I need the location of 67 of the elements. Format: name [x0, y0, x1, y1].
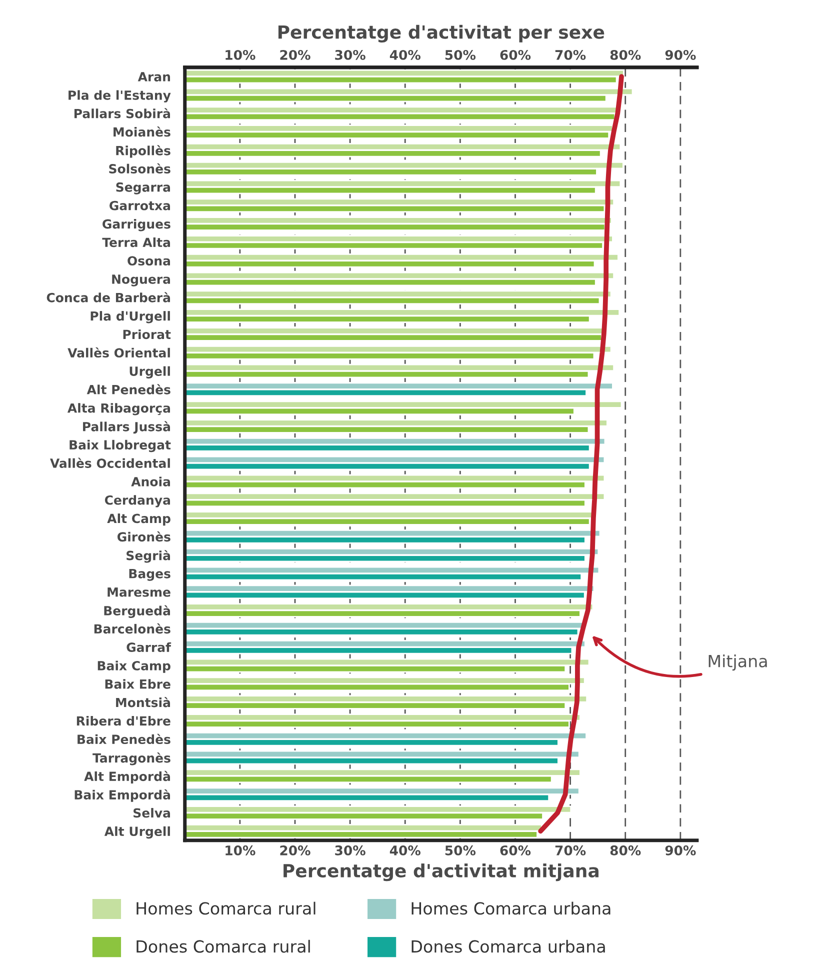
y-tick-label: Baix Penedès	[78, 734, 170, 744]
y-tick-label: Osona	[128, 256, 170, 266]
y-tick-label: Moianès	[114, 126, 170, 137]
y-tick-label: Pla d'Urgell	[90, 311, 170, 324]
x-tick-label: 30%	[335, 845, 366, 856]
y-tick-label: Cerdanya	[104, 495, 170, 508]
y-tick-label: Baix Empordà	[74, 789, 170, 802]
y-tick-label: Conca de Barberà	[46, 292, 170, 302]
y-tick-label: Garraf	[126, 642, 172, 652]
x2-tick-label: 80%	[610, 50, 641, 60]
x2-tick-label: 20%	[280, 50, 310, 60]
y-tick-label: Vallès Oriental	[68, 347, 170, 358]
x2-tick-label: 40%	[390, 50, 420, 60]
y-tick-label: Anoia	[131, 476, 170, 486]
y-tick-label: Baix Camp	[98, 660, 170, 673]
x-tick-label: 60%	[500, 845, 531, 856]
x2-tick-label: 50%	[445, 50, 476, 60]
x2-tick-label: 90%	[665, 50, 696, 60]
y-tick-label: Alta Ribagorça	[67, 403, 170, 416]
legend-label: Dones Comarca urbana	[412, 940, 605, 953]
y-tick-label: Tarragonès	[92, 752, 170, 766]
x-axis-title: Percentatge d'activitat mitjana	[284, 864, 598, 882]
x-tick-label: 70%	[555, 845, 586, 856]
x2-axis-title: Percentatge d'activitat per sexe	[278, 24, 604, 42]
x2-tick-label: 60%	[500, 50, 531, 60]
y-tick-label: Maresme	[108, 588, 170, 597]
y-tick-label: Pla de l'Estany	[68, 90, 171, 102]
y-tick-label: Pallars Jussà	[83, 421, 170, 434]
x-tick-label: 40%	[390, 845, 420, 856]
y-tick-label: Ripollès	[116, 145, 170, 158]
legend-label: Homes Comarca rural	[136, 902, 316, 915]
y-tick-label: Alt Empordà	[84, 770, 170, 784]
y-tick-label: Barcelonès	[94, 623, 170, 634]
y-tick-label: Garrotxa	[110, 200, 170, 210]
x-tick-label: 90%	[665, 845, 696, 856]
y-tick-label: Berguedà	[104, 605, 170, 618]
y-tick-label: Gironès	[117, 531, 170, 542]
x-tick-label: 80%	[610, 845, 641, 856]
x2-tick-label: 30%	[335, 50, 366, 60]
y-tick-label: Segarra	[116, 182, 170, 194]
y-tick-label: Selva	[134, 808, 170, 818]
y-tick-label: Montsià	[116, 697, 170, 708]
y-tick-label: Baix Ebre	[105, 679, 170, 689]
y-tick-label: Noguera	[112, 274, 170, 286]
y-tick-label: Terra Alta	[102, 237, 170, 248]
y-tick-label: Bages	[129, 569, 170, 581]
x-tick-label: 20%	[280, 845, 310, 856]
legend-label: Homes Comarca urbana	[412, 902, 610, 915]
legend-label: Dones Comarca rural	[136, 940, 310, 953]
y-tick-label: Alt Penedès	[86, 384, 170, 394]
y-tick-label: Alt Urgell	[104, 826, 170, 839]
y-tick-label: Priorat	[123, 329, 171, 340]
x2-tick-label: 10%	[226, 50, 256, 60]
text: Mitjana	[708, 654, 767, 671]
y-tick-label: Ribera d'Ebre	[76, 716, 170, 726]
y-tick-label: Aran	[138, 72, 170, 82]
y-tick-label: Pallars Sobirà	[74, 108, 170, 118]
y-tick-label: Vallès Occidental	[50, 458, 170, 468]
x-tick-label: 50%	[445, 845, 476, 856]
y-tick-label: Solsonès	[109, 163, 170, 174]
x-tick-label: 10%	[226, 845, 256, 856]
y-tick-label: Baix Llobregat	[70, 440, 171, 452]
y-tick-label: Garrigues	[102, 219, 170, 232]
y-tick-label: Alt Camp	[107, 514, 170, 526]
y-tick-label: Urgell	[130, 366, 170, 378]
y-tick-label: Segrià	[126, 550, 170, 563]
x2-tick-label: 70%	[555, 50, 586, 60]
